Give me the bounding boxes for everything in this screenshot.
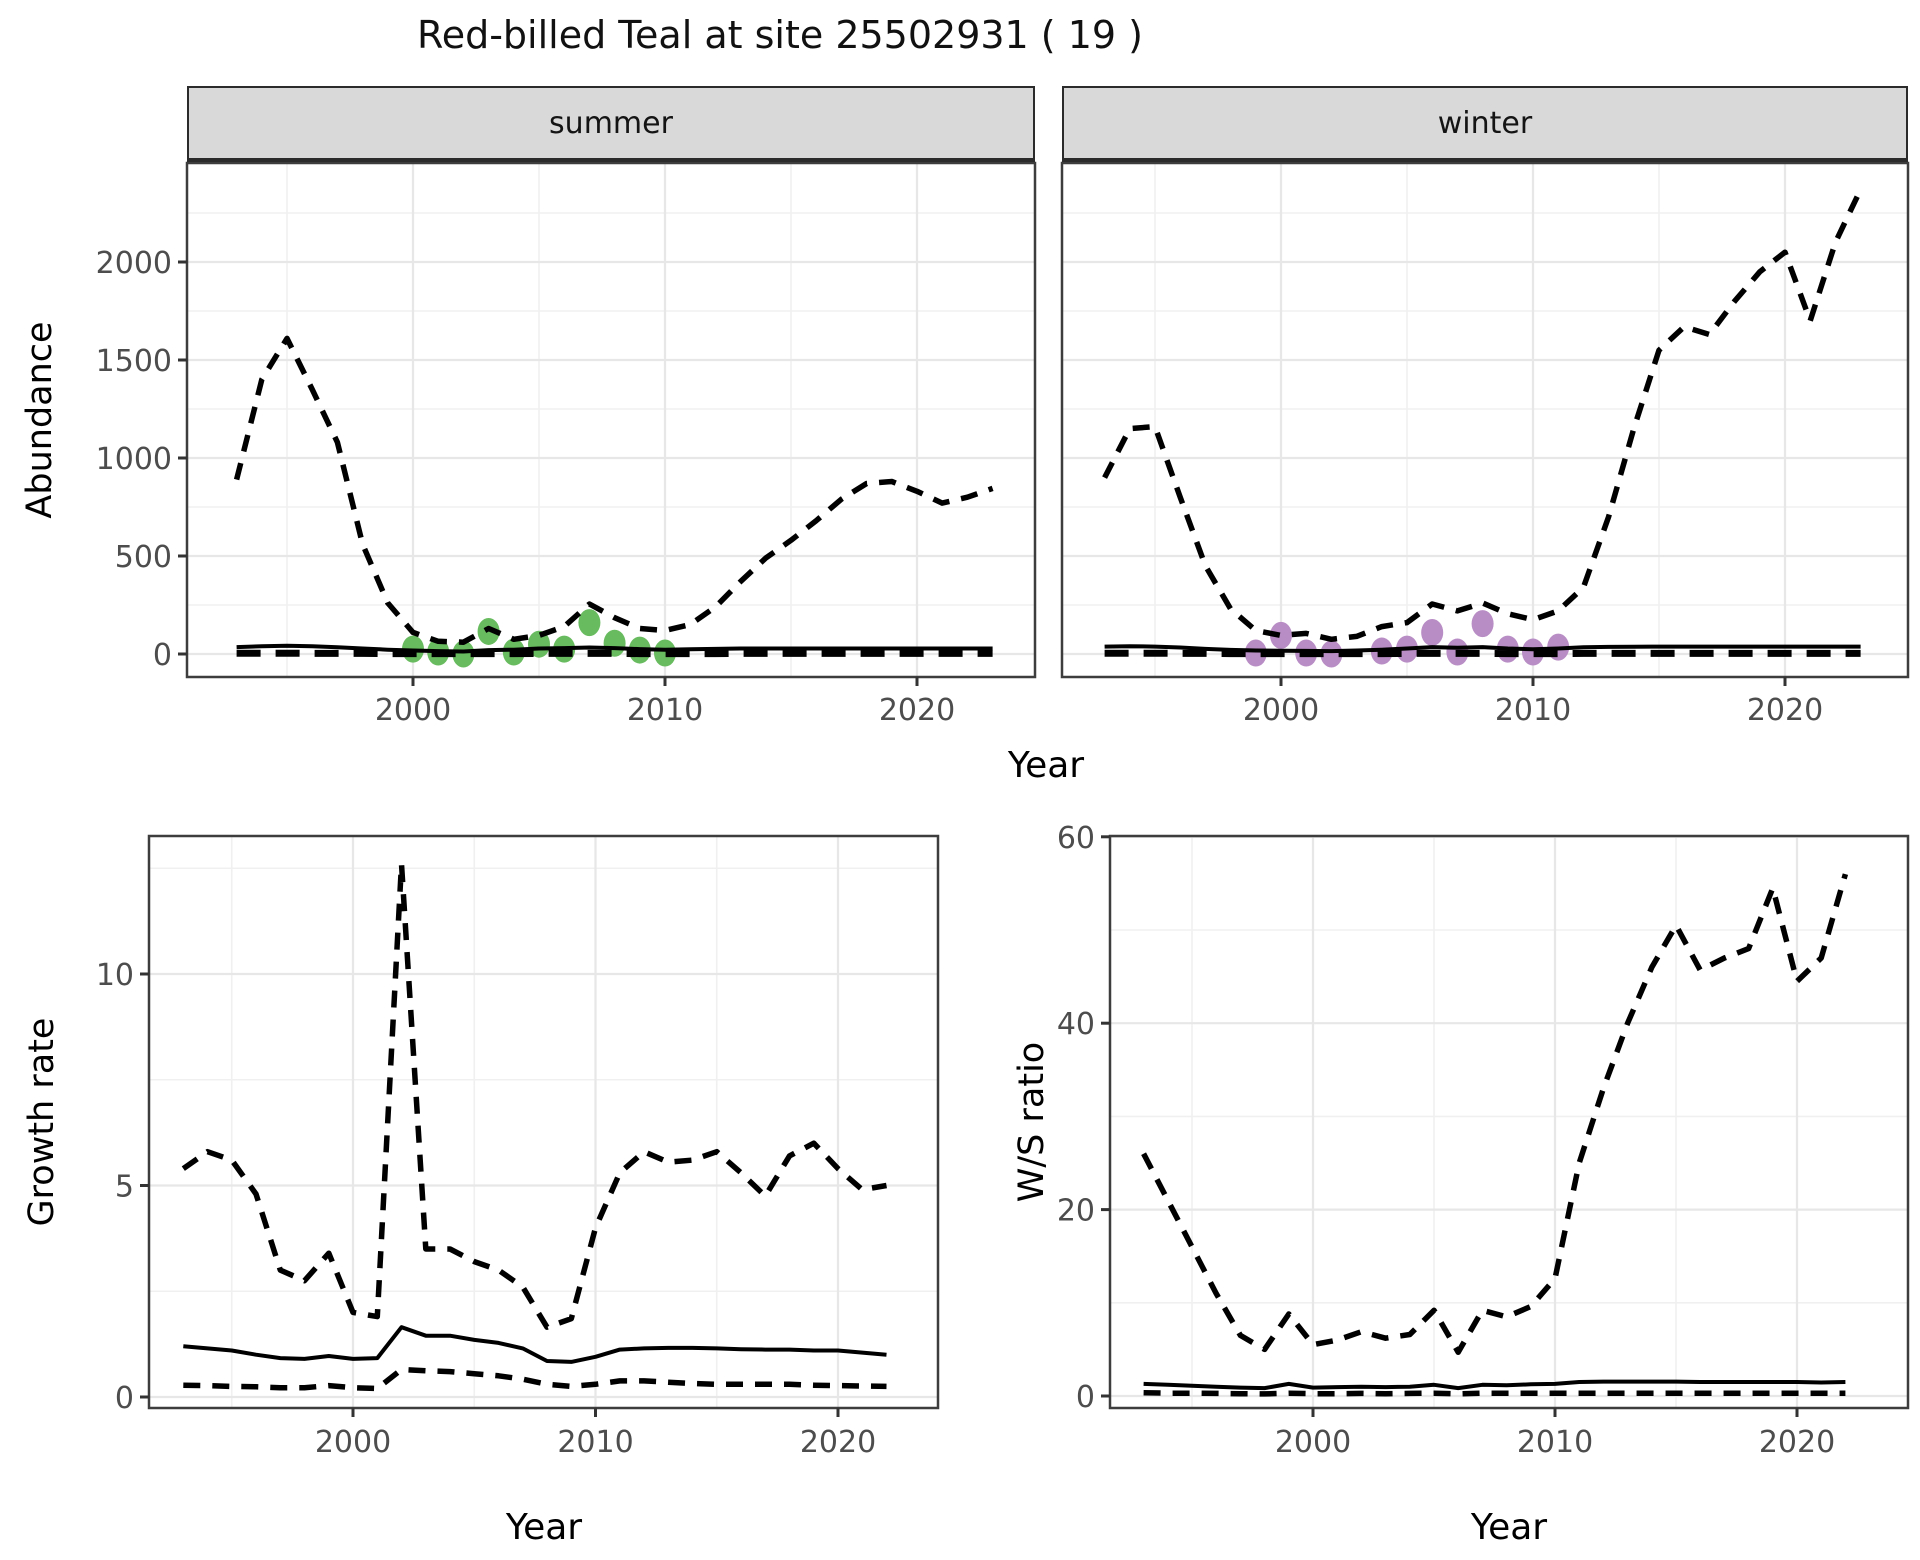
panel-ws-ratio-x-tick-label: 2020 [1759,1425,1835,1460]
figure-title: Red-billed Teal at site 25502931 ( 19 ) [417,13,1143,57]
facet-strip-winter: winter [1062,86,1908,162]
panel-growth-rate-x-tick-label: 2000 [315,1425,391,1460]
x-axis-title-year-top: Year [1007,745,1085,786]
panel-summer-x-tick-label: 2020 [879,693,955,728]
panel-winter-axis-ticks: 2000 2010 2020 [1243,677,1823,728]
panel-summer-border [185,161,1037,679]
panel-winter-upper_ci-line [1102,188,1864,643]
panel-ws-ratio-y-tick-label: 40 [1057,1007,1095,1042]
panel-winter-point [1270,621,1292,649]
panel-ws-ratio-y-tick-label: 20 [1057,1194,1095,1229]
panel-growth-rate-upper_ci-line [181,861,887,1330]
y-axis-title-abundance: Abundance [20,321,60,519]
y-axis-title-ws-ratio: W/S ratio [1012,1041,1052,1203]
panel-summer-point [654,639,676,667]
x-axis-title-year-bottom-left: Year [505,1507,583,1548]
panel-summer: 2000 2010 2020 0 500 1000 1500 2000 [96,161,1037,728]
panel-winter-x-tick-label: 2000 [1243,693,1319,728]
panel-winter-point [1522,638,1544,666]
panel-summer-mean-line [236,643,993,654]
panel-winter-point [1244,639,1267,667]
panel-summer-x-tick-label: 2010 [627,693,703,728]
facet-strip-summer-label: summer [549,105,673,141]
panel-ws-ratio-mean-line [1143,1379,1846,1391]
panel-growth-rate-x-tick-label: 2010 [557,1425,633,1460]
panel-ws-ratio-lower_ci-line [1143,1389,1846,1397]
panel-growth-rate-lower_ci-line [183,1366,887,1392]
panel-winter-grid [1062,163,1908,677]
y-axis-title-growth-rate: Growth rate [22,1017,62,1227]
panel-ws-ratio-upper_ci-line [1141,873,1849,1355]
panel-ws-ratio-y-tick-label: 60 [1057,821,1095,856]
panel-summer-grid [187,163,1035,677]
panel-growth-rate-x-tick-label: 2020 [800,1425,876,1460]
panel-growth-rate: 2000 2010 2020 0 5 10 [96,834,940,1460]
panel-growth-rate-y-tick-label: 0 [115,1381,134,1416]
panel-winter-border [1060,161,1910,679]
panel-summer-point [452,640,475,668]
facet-strip-winter-label: winter [1437,105,1533,141]
panel-ws-ratio-y-tick-label: 0 [1076,1380,1095,1415]
panel-winter-x-tick-label: 2010 [1495,693,1571,728]
panel-growth-rate-border [147,834,940,1410]
panel-winter: 2000 2010 2020 [1060,161,1910,728]
panel-summer-y-tick-label: 1000 [96,442,172,477]
panel-winter-x-tick-label: 2020 [1747,693,1823,728]
panel-growth-rate-axis-ticks: 2000 2010 2020 0 5 10 [96,958,876,1460]
panel-winter-point [1320,640,1343,668]
panel-summer-upper_ci-line [233,335,994,645]
panel-summer-point [578,609,601,637]
panel-summer-x-tick-label: 2000 [375,693,451,728]
x-axis-title-year-bottom-right: Year [1470,1507,1548,1548]
panel-winter-point [1421,618,1444,646]
panel-growth-rate-y-tick-label: 5 [115,1170,134,1205]
panel-summer-y-tick-label: 1500 [96,344,172,379]
panel-summer-axis-ticks: 2000 2010 2020 0 500 1000 1500 2000 [96,246,956,728]
panel-ws-ratio-axis-ticks: 2000 2010 2020 0 20 40 60 [1057,821,1835,1460]
panel-ws-ratio-border [1108,834,1910,1410]
panel-ws-ratio: 2000 2010 2020 0 20 40 60 [1057,821,1910,1460]
panel-summer-y-tick-label: 2000 [96,246,172,281]
panel-ws-ratio-x-tick-label: 2000 [1275,1425,1351,1460]
panel-ws-ratio-x-tick-label: 2010 [1517,1425,1593,1460]
panel-winter-point [1471,610,1494,638]
panel-summer-y-tick-label: 500 [115,540,172,575]
facet-strip-summer: summer [187,86,1035,162]
panel-growth-rate-mean-line [183,1325,887,1364]
panel-growth-rate-y-tick-label: 10 [96,958,134,993]
panel-winter-mean-line [1104,644,1861,654]
panel-summer-y-tick-label: 0 [153,638,172,673]
